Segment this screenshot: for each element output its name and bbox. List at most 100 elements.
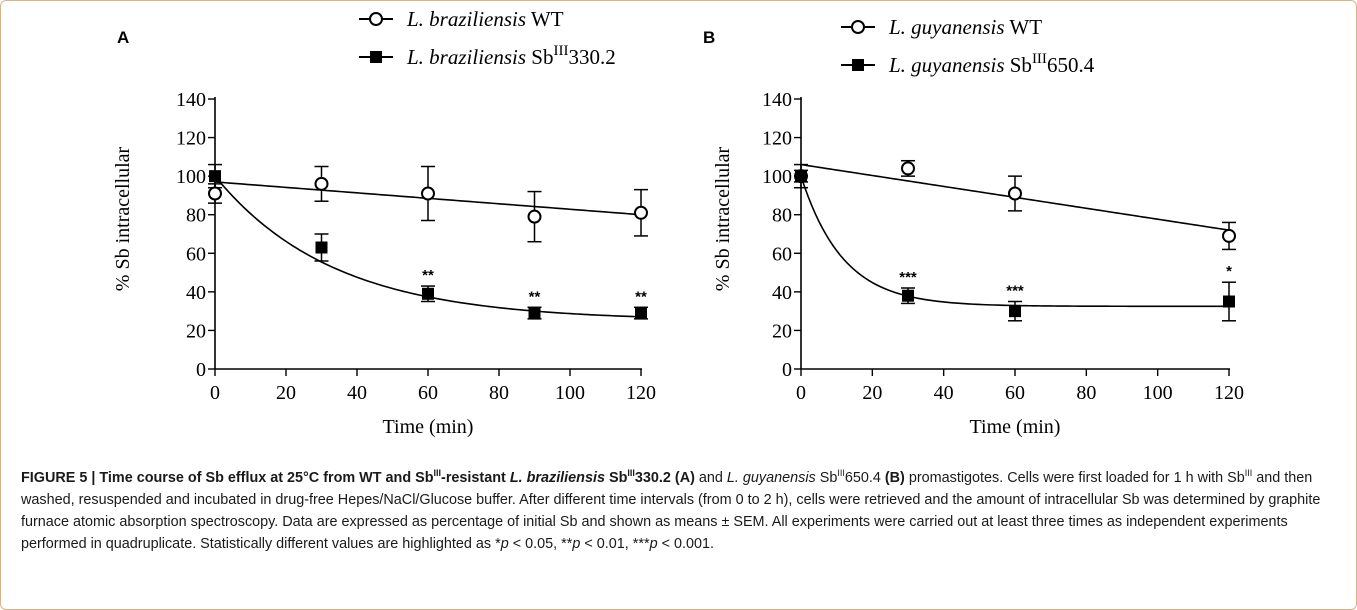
significance-label: *** — [1006, 283, 1024, 300]
caption-sup: III — [433, 468, 442, 479]
caption-text: -resistant — [441, 470, 510, 486]
caption-text: and then washed, resuspended and incubat… — [21, 470, 1321, 552]
legend-suffix: Sb — [526, 45, 553, 69]
y-tick-label: 60 — [186, 243, 206, 265]
caption-text: Sb — [815, 470, 838, 486]
legend-marker — [852, 59, 864, 71]
legend-tail: 330.2 — [568, 45, 615, 69]
legend-label: L. guyanensis SbIII650.4 — [888, 51, 1095, 77]
y-tick-label: 60 — [772, 243, 792, 265]
significance-label: *** — [899, 269, 917, 286]
y-tick-label: 20 — [772, 320, 792, 342]
significance-label: ** — [422, 267, 434, 284]
data-point — [634, 205, 648, 220]
legend-species: L. braziliensis — [406, 45, 526, 69]
caption-species: L. braziliensis — [509, 470, 605, 486]
legend-sup: III — [1032, 51, 1047, 67]
data-point — [1222, 228, 1236, 243]
x-tick-label: 60 — [1005, 382, 1025, 404]
x-tick-label: 100 — [1143, 382, 1173, 404]
legend-species: L. guyanensis — [888, 15, 1005, 39]
caption-text: promastigotes. Cells were first loaded f… — [904, 470, 1245, 486]
series-wt — [794, 159, 1236, 251]
legend-label: L. braziliensis SbIII330.2 — [406, 43, 616, 69]
data-point — [422, 287, 434, 300]
y-tick-label: 40 — [772, 282, 792, 304]
data-point — [314, 176, 329, 191]
chart-panel-b: B 0 20 40 60 80 100 120 140 0 20 40 60 80 100 120 Time (… — [703, 15, 1244, 438]
x-axis-title: Time (min) — [383, 416, 474, 438]
x-tick-label: 120 — [626, 382, 656, 404]
caption-sup: III — [837, 468, 845, 479]
significance-label: ** — [635, 288, 647, 305]
significance-label: * — [1226, 263, 1232, 280]
legend-entry: L. braziliensis SbIII330.2 — [359, 43, 616, 69]
caption-title: FIGURE 5 | Time course of Sb efflux at 2… — [21, 468, 695, 486]
caption-sup: III — [627, 468, 635, 479]
x-tick-label: 20 — [276, 382, 296, 404]
series-resistant: ** ** ** — [208, 163, 648, 320]
legend-entry: L. guyanensis SbIII650.4 — [841, 51, 1095, 77]
caption-panel-ref: (B) — [884, 470, 905, 486]
y-tick-label: 40 — [186, 282, 206, 304]
x-tick-label: 100 — [555, 382, 585, 404]
y-tick-label: 120 — [176, 128, 206, 150]
y-tick-label: 0 — [782, 359, 792, 381]
y-tick-label: 140 — [176, 89, 206, 111]
panel-label: A — [117, 28, 129, 47]
figure-caption: FIGURE 5 | Time course of Sb efflux at 2… — [21, 467, 1339, 555]
legend-label: L. braziliensis WT — [406, 7, 564, 31]
series-resistant: ******* — [794, 163, 1236, 322]
caption-p: p — [649, 536, 658, 552]
data-point — [528, 307, 541, 320]
data-point — [902, 289, 914, 302]
y-tick-label: 140 — [762, 89, 792, 111]
legend-species: L. braziliensis — [406, 7, 526, 31]
legend-sup: III — [553, 43, 568, 59]
caption-text: 650.4 — [844, 470, 885, 486]
data-point — [209, 170, 221, 183]
significance-label: ** — [529, 288, 541, 305]
y-axis-title: % Sb intracellular — [112, 146, 134, 291]
caption-text: < 0.001. — [657, 536, 714, 552]
caption-text: 330.2 (A) — [634, 470, 695, 486]
data-point — [1008, 186, 1022, 201]
data-point — [208, 186, 222, 201]
x-tick-label: 40 — [347, 382, 367, 404]
caption-species: L. guyanensis — [726, 470, 816, 486]
y-tick-label: 100 — [762, 166, 792, 188]
y-axis-title: % Sb intracellular — [712, 146, 734, 291]
data-point — [527, 209, 542, 224]
x-tick-label: 0 — [796, 382, 806, 404]
caption-text: Sb — [604, 470, 628, 486]
legend-marker — [369, 12, 383, 26]
caption-sup: III — [1244, 468, 1253, 479]
x-tick-label: 80 — [489, 382, 509, 404]
figure-plots: A 0 20 40 60 80 100 120 140 0 20 40 60 80 100 120 Time (… — [112, 7, 1244, 438]
data-point — [1223, 295, 1235, 308]
data-point — [901, 161, 915, 176]
data-point — [635, 307, 647, 320]
x-tick-label: 80 — [1076, 382, 1096, 404]
caption-p: p — [500, 536, 509, 552]
y-tick-label: 0 — [196, 359, 206, 381]
data-point — [1009, 305, 1021, 318]
legend-suffix: WT — [526, 7, 564, 31]
legend-label: L. guyanensis WT — [888, 15, 1042, 39]
caption-p: p — [572, 536, 581, 552]
x-tick-label: 40 — [934, 382, 954, 404]
legend-suffix: WT — [1005, 15, 1043, 39]
series-wt — [208, 165, 648, 243]
caption-fig-label: FIGURE 5 | Time course of Sb efflux at 2… — [21, 470, 434, 486]
legend-entry: L. braziliensis WT — [359, 7, 564, 31]
legend-marker — [370, 51, 382, 63]
legend-entry: L. guyanensis WT — [841, 15, 1042, 39]
data-point — [795, 170, 807, 183]
caption-text: < 0.01, *** — [580, 536, 650, 552]
y-tick-label: 20 — [186, 320, 206, 342]
data-point — [315, 241, 328, 254]
y-tick-label: 100 — [176, 166, 206, 188]
legend-marker — [851, 20, 865, 34]
x-axis-title: Time (min) — [970, 416, 1061, 438]
